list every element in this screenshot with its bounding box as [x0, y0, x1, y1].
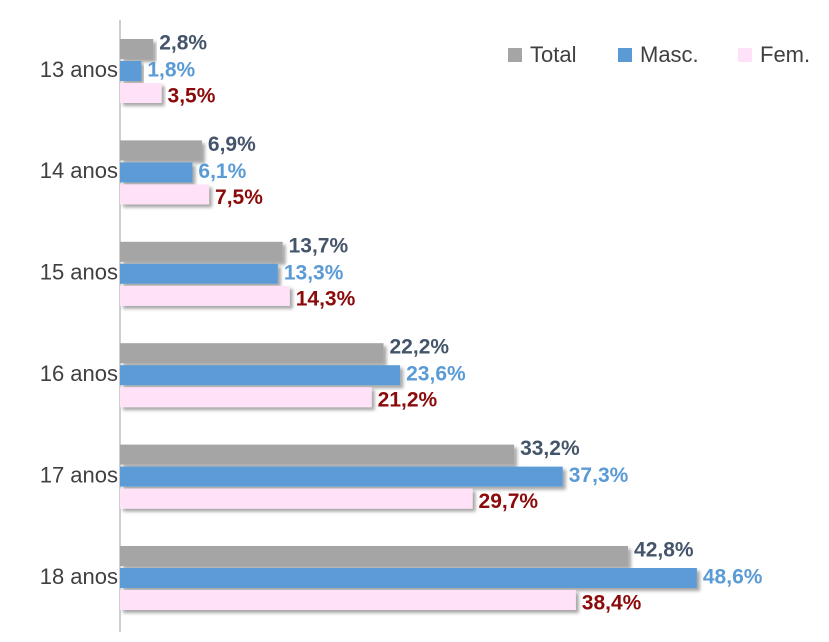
value-label: 1,8% [147, 59, 195, 82]
value-label: 2,8% [159, 32, 207, 55]
value-label: 37,3% [569, 464, 629, 487]
value-label: 6,9% [208, 133, 256, 156]
value-label: 22,2% [390, 336, 450, 359]
value-label: 13,7% [289, 234, 349, 257]
value-label: 6,1% [198, 160, 246, 183]
bar [120, 444, 515, 465]
bar [120, 365, 401, 386]
value-label: 3,5% [168, 85, 216, 108]
bar [120, 568, 697, 588]
value-label: 42,8% [634, 539, 694, 562]
bar [120, 590, 576, 610]
bar [120, 263, 278, 284]
value-label: 48,6% [703, 566, 763, 589]
bar [120, 39, 154, 59]
bar [120, 83, 162, 103]
legend-swatch [738, 48, 752, 62]
value-label: 7,5% [215, 186, 263, 209]
value-label: 13,3% [284, 261, 344, 284]
bar [120, 61, 142, 81]
bar [120, 343, 384, 364]
y-tick-label: 17 anos [40, 462, 118, 487]
value-label: 14,3% [296, 287, 356, 310]
value-label: 38,4% [582, 592, 642, 615]
bar [120, 184, 210, 205]
y-tick-label: 18 anos [40, 564, 118, 589]
legend-swatch [508, 48, 522, 62]
legend-label: Fem. [760, 42, 810, 67]
y-tick-label: 14 anos [40, 158, 118, 183]
bar [120, 162, 193, 183]
value-label: 23,6% [406, 363, 466, 386]
legend-label: Total [530, 42, 576, 67]
legend-label: Masc. [640, 42, 699, 67]
bar [120, 140, 202, 161]
bar [120, 466, 563, 487]
legend-swatch [618, 48, 632, 62]
bar [120, 488, 473, 509]
bar [120, 546, 629, 566]
y-tick-label: 16 anos [40, 361, 118, 386]
value-label: 21,2% [378, 389, 438, 412]
value-label: 29,7% [479, 490, 539, 513]
value-label: 33,2% [520, 437, 580, 460]
y-tick-label: 15 anos [40, 260, 118, 285]
bar [120, 387, 372, 408]
bar [120, 285, 290, 306]
bar [120, 241, 283, 262]
y-tick-label: 13 anos [40, 57, 118, 82]
